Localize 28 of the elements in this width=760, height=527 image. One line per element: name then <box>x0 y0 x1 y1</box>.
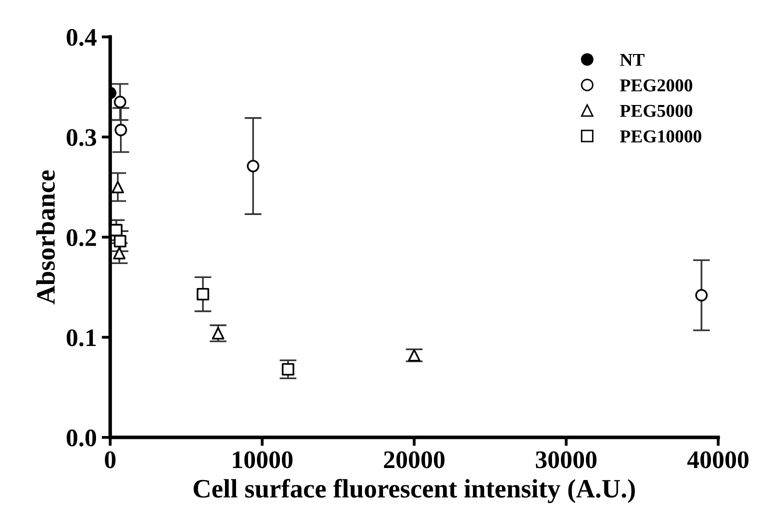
y-axis-title: Absorbance <box>36 170 55 304</box>
point <box>212 327 224 340</box>
point <box>112 180 124 194</box>
y-tick-label: 0.0 <box>66 429 96 446</box>
x-tick-label: 10000 <box>232 451 292 468</box>
x-tick-label: 0 <box>104 451 116 468</box>
point <box>114 234 126 248</box>
x-axis-title: Cell surface fluorescent intensity (A.U.) <box>194 478 635 504</box>
point <box>110 224 122 236</box>
point <box>282 363 294 376</box>
y-tick-label: 0.3 <box>66 129 96 146</box>
legend-label: NT <box>620 54 645 66</box>
y-tick-label: 0.2 <box>66 229 96 246</box>
x-tick-label: 30000 <box>536 451 596 468</box>
point <box>246 160 260 172</box>
point <box>196 288 210 300</box>
point <box>695 289 708 302</box>
x-tick-label: 40000 <box>687 451 748 468</box>
point <box>114 124 128 136</box>
point <box>114 96 126 108</box>
y-tick-label: 0.4 <box>66 28 97 46</box>
point <box>113 246 126 260</box>
point <box>408 349 420 362</box>
legend-label: PEG2000 <box>620 79 692 92</box>
legend-label: PEG10000 <box>620 130 702 142</box>
legend-label: PEG5000 <box>620 104 692 117</box>
x-tick-label: 20000 <box>384 451 444 468</box>
y-tick-label: 0.1 <box>66 329 96 346</box>
